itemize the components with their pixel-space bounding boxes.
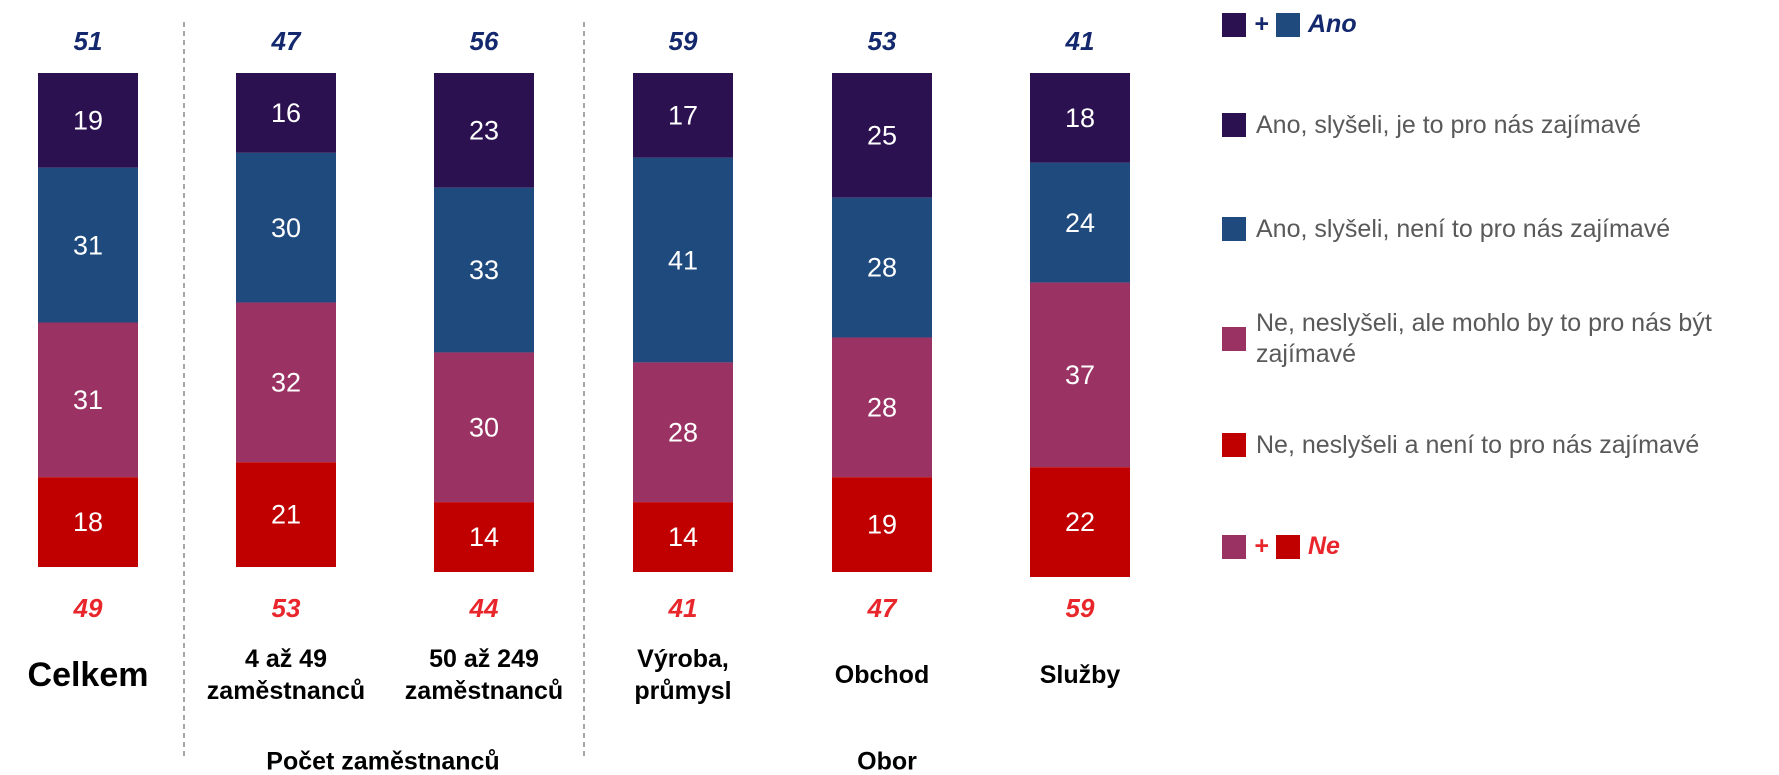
bar-segment — [832, 197, 932, 338]
total-label: 49 — [73, 593, 103, 623]
legend-label: Ano, slyšeli, není to pro nás zajímavé — [1256, 214, 1671, 243]
legend-total: Ano — [1308, 10, 1357, 38]
legend-swatch — [1276, 535, 1300, 559]
data-label: 22 — [1065, 507, 1095, 537]
bar-segment — [832, 73, 932, 198]
bar-segment — [38, 477, 138, 568]
bar-segment — [1030, 467, 1130, 577]
bar-segment — [38, 73, 138, 168]
data-label: 23 — [469, 116, 499, 146]
total-label: 47 — [867, 593, 898, 623]
bar-segment — [236, 462, 336, 568]
data-label: 25 — [867, 121, 897, 151]
legend-swatch — [1222, 535, 1246, 559]
bar-segment — [1030, 73, 1130, 163]
total-label: 44 — [469, 593, 499, 623]
total-label: 59 — [669, 26, 698, 56]
legend-label: Ne, neslyšeli, ale mohlo by to pro nás b… — [1256, 308, 1712, 368]
bar-segment — [1030, 162, 1130, 283]
data-label: 30 — [271, 213, 301, 243]
total-label: 53 — [272, 593, 301, 623]
total-label: 53 — [868, 26, 897, 56]
legend-swatch — [1222, 13, 1246, 37]
legend-swatch — [1222, 113, 1246, 137]
bar-segment — [236, 73, 336, 153]
data-label: 21 — [271, 500, 301, 530]
data-label: 17 — [668, 101, 698, 131]
bar-segment — [434, 502, 534, 572]
group-label: Počet zaměstnanců — [266, 748, 499, 775]
bar-segment — [633, 73, 733, 158]
legend-swatch — [1222, 433, 1246, 457]
total-label: 56 — [470, 26, 499, 56]
category-label: 50 až 249 zaměstnanců — [404, 644, 564, 706]
bar-segment — [832, 477, 932, 572]
bar-segment — [633, 502, 733, 572]
category-label: Výroba, průmysl — [634, 644, 732, 706]
group-label: Obor — [857, 748, 917, 775]
category-label: Služby — [1039, 660, 1121, 689]
total-label: 41 — [1065, 26, 1095, 56]
bar-segment — [1030, 282, 1130, 468]
data-label: 18 — [73, 507, 103, 537]
bar-segment — [633, 362, 733, 503]
bar-segment — [633, 157, 733, 363]
data-label: 14 — [668, 522, 698, 552]
legend-label: Ne, neslyšeli a není to pro nás zajímavé — [1256, 430, 1700, 459]
total-label: 41 — [668, 593, 698, 623]
bar-segment — [38, 322, 138, 478]
data-label: 30 — [469, 412, 499, 442]
bar-segment — [236, 302, 336, 463]
data-label: 31 — [73, 385, 103, 415]
bar-segment — [38, 167, 138, 323]
legend-swatch — [1276, 13, 1300, 37]
legend-plus: + — [1254, 10, 1269, 38]
bar-segment — [434, 73, 534, 188]
data-label: 32 — [271, 368, 301, 398]
data-label: 18 — [1065, 103, 1095, 133]
data-label: 28 — [668, 417, 698, 447]
data-label: 24 — [1065, 208, 1095, 238]
category-label: Obchod — [834, 660, 930, 689]
legend-swatch — [1222, 327, 1246, 351]
data-label: 14 — [469, 522, 499, 552]
category-label: 4 až 49 zaměstnanců — [206, 644, 366, 706]
bar-segment — [832, 337, 932, 478]
bar-segment — [434, 352, 534, 503]
data-label: 37 — [1065, 360, 1095, 390]
legend-swatch — [1222, 217, 1246, 241]
data-label: 33 — [469, 255, 499, 285]
data-label: 19 — [867, 510, 897, 540]
total-label: 59 — [1066, 593, 1095, 623]
bar-segment — [434, 187, 534, 353]
legend-plus: + — [1254, 532, 1269, 560]
data-label: 28 — [867, 253, 897, 283]
data-label: 31 — [73, 230, 103, 260]
total-label: 51 — [74, 26, 103, 56]
bar-segment — [236, 152, 336, 303]
total-label: 47 — [271, 26, 302, 56]
legend-label: Ano, slyšeli, je to pro nás zajímavé — [1256, 110, 1641, 139]
data-label: 19 — [73, 106, 103, 136]
data-label: 28 — [867, 392, 897, 422]
data-label: 41 — [668, 245, 698, 275]
category-label: Celkem — [27, 655, 149, 694]
data-label: 16 — [271, 98, 301, 128]
legend-total: Ne — [1308, 532, 1340, 560]
